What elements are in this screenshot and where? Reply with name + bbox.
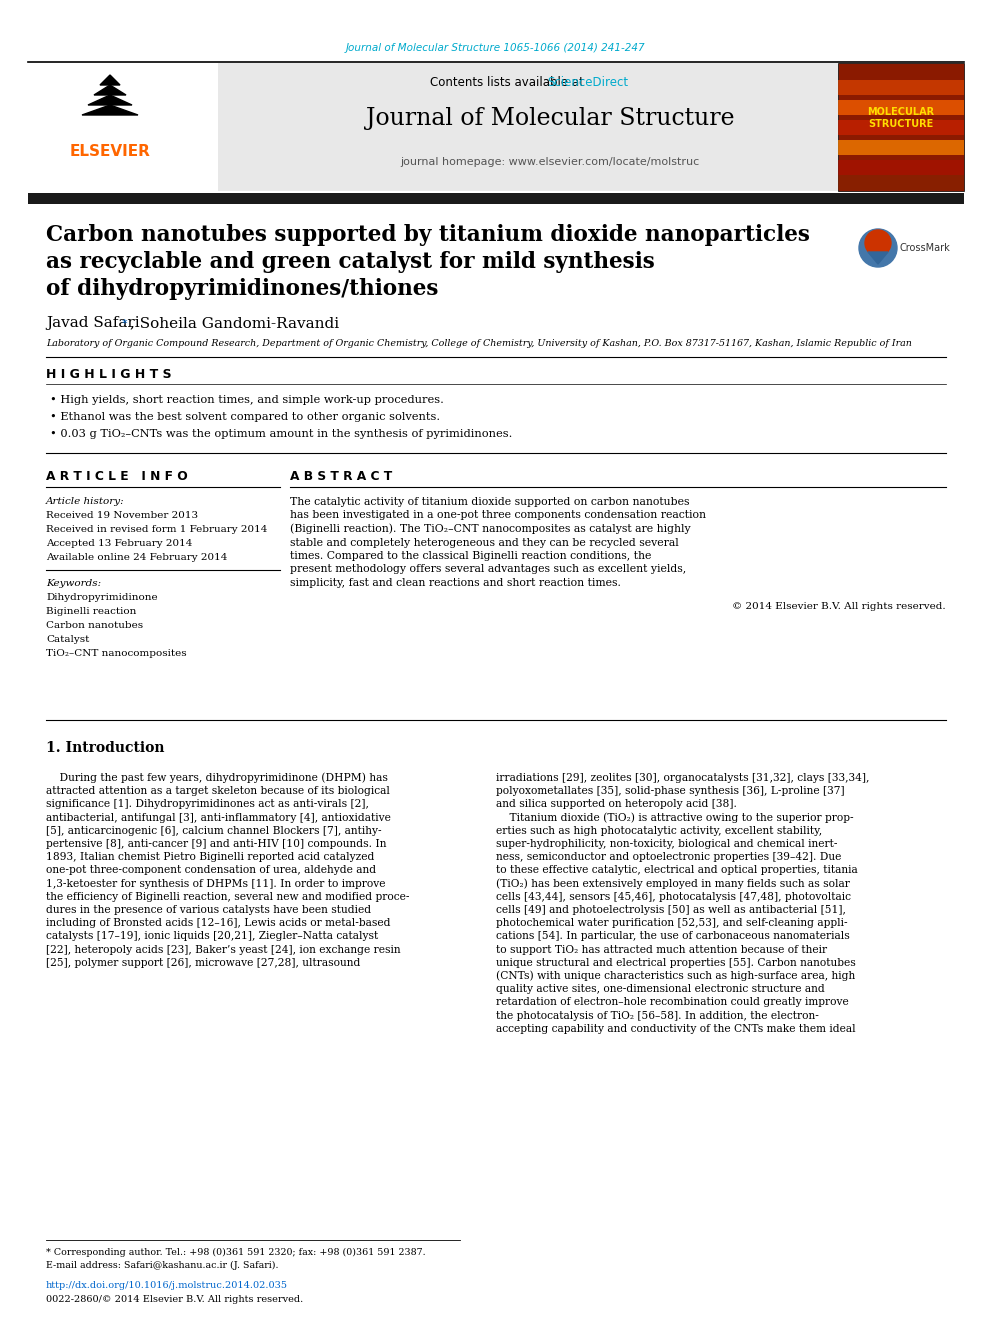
FancyBboxPatch shape [838,160,964,175]
Text: including of Bronsted acids [12–16], Lewis acids or metal-based: including of Bronsted acids [12–16], Lew… [46,918,391,929]
Text: cells [49] and photoelectrolysis [50] as well as antibacterial [51],: cells [49] and photoelectrolysis [50] as… [496,905,846,916]
Text: A R T I C L E   I N F O: A R T I C L E I N F O [46,470,187,483]
Text: Carbon nanotubes: Carbon nanotubes [46,622,143,631]
Text: Accepted 13 February 2014: Accepted 13 February 2014 [46,540,192,549]
Text: photochemical water purification [52,53], and self-cleaning appli-: photochemical water purification [52,53]… [496,918,847,929]
Text: catalysts [17–19], ionic liquids [20,21], Ziegler–Natta catalyst: catalysts [17–19], ionic liquids [20,21]… [46,931,378,942]
Text: Javad Safari: Javad Safari [46,316,145,329]
FancyBboxPatch shape [28,64,218,191]
Text: Biginelli reaction: Biginelli reaction [46,607,136,617]
Text: times. Compared to the classical Biginelli reaction conditions, the: times. Compared to the classical Biginel… [290,550,652,561]
Text: http://dx.doi.org/10.1016/j.molstruc.2014.02.035: http://dx.doi.org/10.1016/j.molstruc.201… [46,1281,288,1290]
Text: TiO₂–CNT nanocomposites: TiO₂–CNT nanocomposites [46,650,186,659]
Text: *: * [122,319,128,329]
FancyBboxPatch shape [28,64,964,191]
Text: Journal of Molecular Structure 1065-1066 (2014) 241-247: Journal of Molecular Structure 1065-1066… [346,44,646,53]
Text: CrossMark: CrossMark [900,243,950,253]
Polygon shape [82,105,138,115]
Text: ness, semiconductor and optoelectronic properties [39–42]. Due: ness, semiconductor and optoelectronic p… [496,852,841,863]
Text: Contents lists available at: Contents lists available at [430,75,587,89]
Text: to these effective catalytic, electrical and optical properties, titania: to these effective catalytic, electrical… [496,865,858,876]
Text: ScienceDirect: ScienceDirect [548,75,629,89]
Text: , Soheila Gandomi-Ravandi: , Soheila Gandomi-Ravandi [130,316,339,329]
Text: Catalyst: Catalyst [46,635,89,644]
Text: ELSEVIER: ELSEVIER [69,144,151,160]
Text: unique structural and electrical properties [55]. Carbon nanotubes: unique structural and electrical propert… [496,958,856,968]
Text: super-hydrophilicity, non-toxicity, biological and chemical inert-: super-hydrophilicity, non-toxicity, biol… [496,839,837,849]
Text: H I G H L I G H T S: H I G H L I G H T S [46,368,172,381]
Text: • Ethanol was the best solvent compared to other organic solvents.: • Ethanol was the best solvent compared … [50,411,440,422]
Circle shape [859,229,897,267]
Text: [22], heteropoly acids [23], Baker’s yeast [24], ion exchange resin: [22], heteropoly acids [23], Baker’s yea… [46,945,401,955]
Text: (CNTs) with unique characteristics such as high-surface area, high: (CNTs) with unique characteristics such … [496,971,855,982]
Text: to support TiO₂ has attracted much attention because of their: to support TiO₂ has attracted much atten… [496,945,827,955]
Text: stable and completely heterogeneous and they can be recycled several: stable and completely heterogeneous and … [290,537,679,548]
Text: has been investigated in a one-pot three components condensation reaction: has been investigated in a one-pot three… [290,511,706,520]
Polygon shape [88,95,132,105]
Text: pertensive [8], anti-cancer [9] and anti-HIV [10] compounds. In: pertensive [8], anti-cancer [9] and anti… [46,839,387,849]
Text: cells [43,44], sensors [45,46], photocatalysis [47,48], photovoltaic: cells [43,44], sensors [45,46], photocat… [496,892,851,902]
Text: [25], polymer support [26], microwave [27,28], ultrasound: [25], polymer support [26], microwave [2… [46,958,360,968]
Text: [5], anticarcinogenic [6], calcium channel Blockers [7], antihy-: [5], anticarcinogenic [6], calcium chann… [46,826,382,836]
Text: simplicity, fast and clean reactions and short reaction times.: simplicity, fast and clean reactions and… [290,578,621,587]
Text: erties such as high photocatalytic activity, excellent stability,: erties such as high photocatalytic activ… [496,826,822,836]
Circle shape [865,230,891,255]
Text: 1893, Italian chemist Pietro Biginelli reported acid catalyzed: 1893, Italian chemist Pietro Biginelli r… [46,852,374,863]
Text: retardation of electron–hole recombination could greatly improve: retardation of electron–hole recombinati… [496,998,849,1007]
Polygon shape [868,251,888,265]
Polygon shape [100,75,120,85]
Text: antibacterial, antifungal [3], anti-inflammatory [4], antioxidative: antibacterial, antifungal [3], anti-infl… [46,812,391,823]
Text: Carbon nanotubes supported by titanium dioxide nanoparticles: Carbon nanotubes supported by titanium d… [46,224,809,246]
Text: the efficiency of Biginelli reaction, several new and modified proce-: the efficiency of Biginelli reaction, se… [46,892,410,902]
Text: Titanium dioxide (TiO₂) is attractive owing to the superior prop-: Titanium dioxide (TiO₂) is attractive ow… [496,812,854,823]
FancyBboxPatch shape [838,101,964,115]
Text: Laboratory of Organic Compound Research, Department of Organic Chemistry, Colleg: Laboratory of Organic Compound Research,… [46,339,912,348]
Polygon shape [94,85,126,95]
Text: • 0.03 g TiO₂–CNTs was the optimum amount in the synthesis of pyrimidinones.: • 0.03 g TiO₂–CNTs was the optimum amoun… [50,429,513,439]
Text: During the past few years, dihydropyrimidinone (DHPM) has: During the past few years, dihydropyrimi… [46,773,388,783]
Text: one-pot three-component condensation of urea, aldehyde and: one-pot three-component condensation of … [46,865,376,876]
Text: journal homepage: www.elsevier.com/locate/molstruc: journal homepage: www.elsevier.com/locat… [401,157,699,167]
Text: (Biginelli reaction). The TiO₂–CNT nanocomposites as catalyst are highly: (Biginelli reaction). The TiO₂–CNT nanoc… [290,524,690,534]
Text: polyoxometallates [35], solid-phase synthesis [36], L-proline [37]: polyoxometallates [35], solid-phase synt… [496,786,844,796]
Text: • High yields, short reaction times, and simple work-up procedures.: • High yields, short reaction times, and… [50,396,443,405]
Text: irradiations [29], zeolites [30], organocatalysts [31,32], clays [33,34],: irradiations [29], zeolites [30], organo… [496,773,869,783]
Text: The catalytic activity of titanium dioxide supported on carbon nanotubes: The catalytic activity of titanium dioxi… [290,497,689,507]
Text: E-mail address: Safari@kashanu.ac.ir (J. Safari).: E-mail address: Safari@kashanu.ac.ir (J.… [46,1261,279,1270]
Text: A B S T R A C T: A B S T R A C T [290,470,392,483]
FancyBboxPatch shape [28,193,964,204]
Text: Dihydropyrimidinone: Dihydropyrimidinone [46,594,158,602]
Text: cations [54]. In particular, the use of carbonaceous nanomaterials: cations [54]. In particular, the use of … [496,931,850,942]
Text: 0022-2860/© 2014 Elsevier B.V. All rights reserved.: 0022-2860/© 2014 Elsevier B.V. All right… [46,1295,304,1304]
Text: © 2014 Elsevier B.V. All rights reserved.: © 2014 Elsevier B.V. All rights reserved… [732,602,946,611]
Text: attracted attention as a target skeleton because of its biological: attracted attention as a target skeleton… [46,786,390,796]
Text: 1. Introduction: 1. Introduction [46,741,165,755]
Text: (TiO₂) has been extensively employed in many fields such as solar: (TiO₂) has been extensively employed in … [496,878,850,889]
Text: dures in the presence of various catalysts have been studied: dures in the presence of various catalys… [46,905,371,916]
Text: as recyclable and green catalyst for mild synthesis: as recyclable and green catalyst for mil… [46,251,655,273]
FancyBboxPatch shape [838,120,964,135]
Text: MOLECULAR
STRUCTURE: MOLECULAR STRUCTURE [867,107,934,130]
Text: quality active sites, one-dimensional electronic structure and: quality active sites, one-dimensional el… [496,984,824,994]
Text: Received in revised form 1 February 2014: Received in revised form 1 February 2014 [46,525,268,534]
FancyBboxPatch shape [838,79,964,95]
FancyBboxPatch shape [838,64,964,191]
Text: accepting capability and conductivity of the CNTs make them ideal: accepting capability and conductivity of… [496,1024,856,1033]
Text: the photocatalysis of TiO₂ [56–58]. In addition, the electron-: the photocatalysis of TiO₂ [56–58]. In a… [496,1011,818,1020]
Text: 1,3-ketoester for synthesis of DHPMs [11]. In order to improve: 1,3-ketoester for synthesis of DHPMs [11… [46,878,386,889]
Text: present methodology offers several advantages such as excellent yields,: present methodology offers several advan… [290,565,686,574]
Text: Available online 24 February 2014: Available online 24 February 2014 [46,553,227,562]
FancyBboxPatch shape [838,175,964,191]
Text: Journal of Molecular Structure: Journal of Molecular Structure [366,106,734,130]
Text: Received 19 November 2013: Received 19 November 2013 [46,512,198,520]
Text: Article history:: Article history: [46,497,125,507]
FancyBboxPatch shape [838,140,964,155]
Text: * Corresponding author. Tel.: +98 (0)361 591 2320; fax: +98 (0)361 591 2387.: * Corresponding author. Tel.: +98 (0)361… [46,1248,426,1257]
Text: Keywords:: Keywords: [46,579,101,589]
Text: of dihydropyrimidinones/thiones: of dihydropyrimidinones/thiones [46,278,438,300]
Text: significance [1]. Dihydropyrimidinones act as anti-virals [2],: significance [1]. Dihydropyrimidinones a… [46,799,369,810]
Text: and silica supported on heteropoly acid [38].: and silica supported on heteropoly acid … [496,799,737,810]
